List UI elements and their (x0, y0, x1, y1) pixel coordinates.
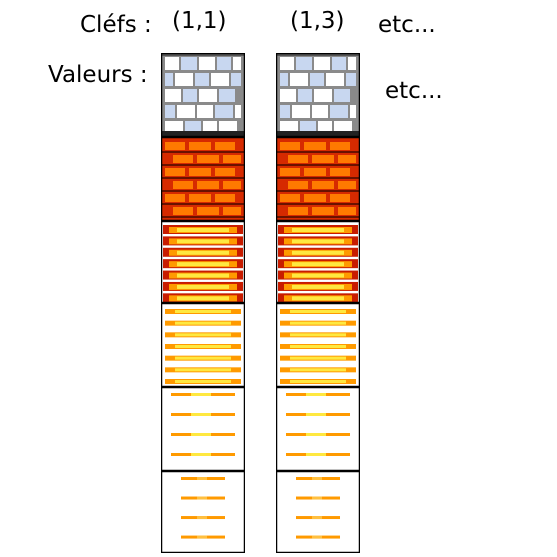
key-1-3: (1,3) (290, 8, 345, 34)
dense-lava-tile (161, 221, 245, 303)
lava-tile (161, 303, 245, 387)
stone-wall-tile-graphic (276, 53, 360, 137)
red-brick-tile-graphic (276, 137, 360, 221)
red-brick-tile-graphic (161, 137, 245, 221)
stone-wall-tile (161, 53, 245, 137)
lava-tile-graphic (276, 303, 360, 387)
red-brick-tile (276, 137, 360, 221)
lava-tile-graphic (161, 303, 245, 387)
dense-lava-tile (276, 221, 360, 303)
dense-lava-tile-graphic (161, 221, 245, 303)
values-etc-label: etc... (385, 78, 443, 104)
light-lava-tile (276, 387, 360, 471)
light-lava-tile-graphic (161, 387, 245, 471)
faint-lava-tile-graphic (161, 471, 245, 553)
keys-label: Cléfs : (80, 12, 152, 38)
key-1-1: (1,1) (172, 8, 227, 34)
faint-lava-tile (161, 471, 245, 553)
value-column-1-3 (276, 53, 360, 553)
faint-lava-tile-graphic (276, 471, 360, 553)
light-lava-tile-graphic (276, 387, 360, 471)
value-column-1-1 (161, 53, 245, 553)
lava-tile (276, 303, 360, 387)
light-lava-tile (161, 387, 245, 471)
stone-wall-tile-graphic (161, 53, 245, 137)
values-label: Valeurs : (48, 62, 148, 88)
stone-wall-tile (276, 53, 360, 137)
faint-lava-tile (276, 471, 360, 553)
keys-etc-label: etc... (378, 12, 436, 38)
red-brick-tile (161, 137, 245, 221)
dense-lava-tile-graphic (276, 221, 360, 303)
